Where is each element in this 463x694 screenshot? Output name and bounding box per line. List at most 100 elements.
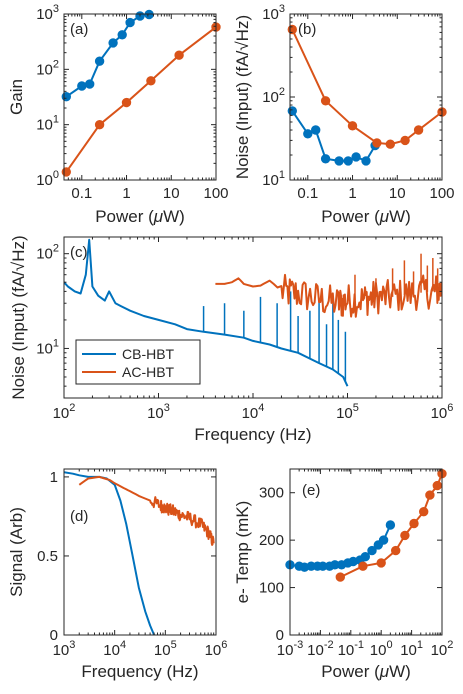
x-axis-label-b: Power (μW)	[321, 207, 411, 226]
data-point-a-1-1	[77, 81, 87, 91]
y-tick-label-d-0: 0	[50, 627, 58, 644]
series-line-d-1	[64, 471, 156, 635]
y-axis-label-c: Noise (Input) (fA/√Hz)	[9, 235, 28, 399]
data-point-e-2-3	[391, 545, 401, 556]
plot-area-d	[64, 471, 215, 635]
x-tick-label-c-1: 103	[147, 402, 170, 422]
x-tick-label-a-0: 0.1	[71, 185, 92, 202]
x-tick-label-a-2: 10	[163, 185, 180, 202]
x-tick-label-c-3: 105	[336, 402, 359, 422]
data-point-b-1-3	[320, 154, 331, 164]
y-axis-label-e: e- Temp (mK)	[233, 501, 252, 604]
x-tick-label-b-1: 1	[348, 185, 356, 202]
y-axis-label-d: Signal (Arb)	[7, 507, 26, 597]
data-point-b-1-2	[311, 125, 321, 135]
data-point-a-2-4	[174, 50, 184, 60]
series-line-e-2	[339, 473, 442, 579]
data-point-b-2-1	[320, 96, 331, 106]
legend-entry-1: CB-HBT	[122, 346, 175, 362]
data-point-a-2-0	[61, 167, 72, 177]
data-point-e-2-7	[425, 490, 435, 500]
data-point-a-1-3	[94, 56, 105, 66]
y-axis-label-a: Gain	[7, 79, 26, 115]
y-tick-label-b-0: 101	[262, 169, 285, 189]
data-point-e-1-15	[378, 535, 389, 545]
data-point-b-1-0	[287, 106, 297, 116]
y-tick-label-a-0: 100	[36, 169, 59, 189]
panel-label-c: (c)	[70, 244, 88, 261]
x-tick-label-d-1: 104	[103, 639, 126, 659]
data-point-a-1-2	[85, 79, 95, 89]
y-tick-label-b-2: 103	[262, 3, 285, 23]
data-point-a-2-2	[121, 97, 132, 108]
x-tick-label-e-4: 101	[400, 639, 423, 659]
y-axis-label-b: Noise (Input) (fA/√Hz)	[233, 15, 252, 179]
legend-box	[75, 339, 201, 385]
panel-e: 10-3 10-2 10-1 100 101 102 0 100 200 300 (e) Power …	[233, 468, 453, 681]
x-tick-label-e-2: 10-1	[338, 639, 364, 659]
series-line-c-2	[215, 273, 442, 318]
x-axis-label-a: Power (μW)	[95, 207, 185, 226]
data-point-e-2-8	[432, 480, 442, 491]
y-tick-label-a-2: 102	[36, 58, 59, 78]
x-tick-label-d-3: 106	[205, 639, 228, 659]
x-tick-label-b-3: 100	[429, 185, 454, 202]
x-tick-label-e-3: 100	[370, 639, 393, 659]
data-point-b-2-4	[385, 139, 395, 149]
plot-area-c	[64, 238, 442, 387]
data-point-b-1-6	[351, 152, 361, 162]
y-tick-label-e-1: 100	[259, 580, 284, 597]
y-tick-label-a-1: 101	[36, 114, 59, 134]
panel-b: 0.1 1 10 100 101 102 103 (b) Power (μW) Noise (In…	[233, 3, 455, 226]
axes-box-e	[289, 468, 443, 636]
data-point-e-2-2	[376, 558, 386, 568]
axes-box-d	[63, 468, 217, 636]
x-tick-label-b-0: 0.1	[297, 185, 318, 202]
data-point-a-1-0	[61, 92, 72, 102]
data-point-e-2-1	[358, 561, 368, 571]
x-tick-label-e-0: 10-3	[277, 639, 303, 659]
data-point-b-2-3	[372, 138, 382, 148]
panel-label-b: (b)	[298, 21, 316, 38]
data-point-a-1-5	[117, 30, 127, 40]
x-tick-label-a-3: 100	[203, 185, 228, 202]
data-point-e-2-5	[409, 518, 419, 529]
x-axis-label-e: Power (μW)	[321, 662, 411, 681]
data-point-b-2-2	[347, 121, 358, 131]
y-tick-label-d-2: 1	[50, 469, 58, 486]
x-axis-label-d: Frequency (Hz)	[81, 662, 198, 681]
x-tick-label-c-4: 106	[431, 402, 454, 422]
panel-label-d: (d)	[70, 508, 88, 525]
y-tick-label-a-3: 103	[36, 3, 59, 23]
panel-c: 102 103 104 105 106 101 102 (c) Frequency (Hz) No…	[9, 235, 453, 444]
y-tick-label-c-0: 101	[36, 337, 59, 357]
series-line-d-2	[78, 475, 215, 546]
data-point-e-1-16	[385, 520, 396, 530]
x-tick-label-d-0: 103	[53, 639, 76, 659]
series-line-a-2	[65, 26, 216, 173]
data-point-e-2-6	[419, 507, 429, 517]
data-point-b-2-5	[400, 135, 410, 146]
data-point-a-2-3	[146, 76, 156, 86]
y-tick-label-e-0: 0	[276, 627, 284, 644]
x-tick-label-b-2: 10	[389, 185, 406, 202]
series-line-c-1	[64, 238, 349, 387]
panel-label-e: (e)	[302, 482, 320, 499]
legend-entry-2: AC-HBT	[122, 364, 175, 380]
panel-label-a: (a)	[70, 21, 88, 38]
y-tick-label-e-2: 200	[259, 532, 284, 549]
data-point-b-2-6	[413, 125, 424, 135]
data-point-a-2-1	[94, 120, 105, 130]
data-point-b-1-1	[303, 129, 313, 139]
panel-a: 0.1 1 10 100 100 101 102 103 (a) Power (μW) Gain	[7, 3, 229, 226]
y-tick-label-b-1: 102	[262, 86, 285, 106]
x-tick-label-c-2: 104	[242, 402, 265, 422]
x-tick-label-c-0: 102	[53, 402, 76, 422]
data-point-a-1-6	[125, 17, 135, 28]
data-point-e-1-13	[367, 545, 377, 556]
plot-area-a	[65, 14, 216, 173]
x-axis-label-c: Frequency (Hz)	[194, 425, 311, 444]
y-tick-label-c-1: 102	[36, 243, 59, 263]
panel-d: 103 104 105 106 0 0.5 1 (d) Frequency (Hz) Signal…	[7, 468, 228, 681]
